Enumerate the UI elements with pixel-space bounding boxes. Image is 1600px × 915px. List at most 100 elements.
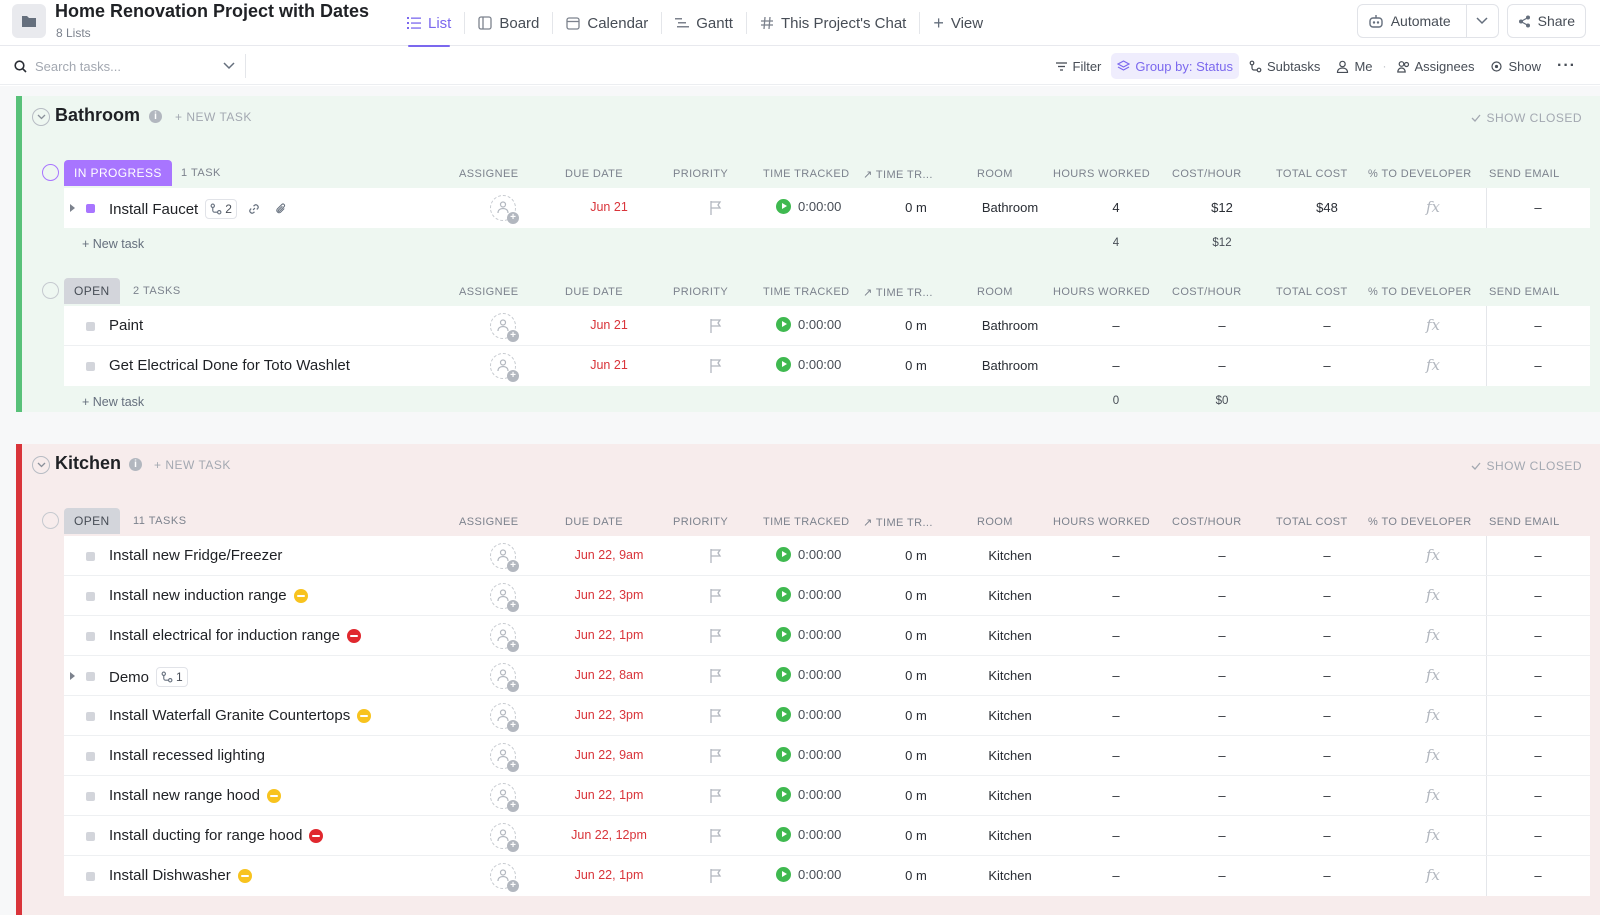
play-icon[interactable] xyxy=(776,199,791,214)
task-row[interactable]: Get Electrical Done for Toto Washlet + J… xyxy=(64,346,1590,386)
task-name-text[interactable]: Install Faucet xyxy=(109,200,199,218)
task-row[interactable]: Paint + Jun 21 0:00:00 0 m Bathroom – – … xyxy=(64,306,1590,346)
assignee-avatar[interactable]: + xyxy=(490,353,519,382)
send-email-value[interactable]: – xyxy=(1534,318,1542,333)
me-button[interactable]: Me xyxy=(1330,53,1378,79)
play-icon[interactable] xyxy=(776,317,791,332)
play-icon[interactable] xyxy=(776,667,791,682)
collapse-group-icon[interactable] xyxy=(42,164,59,181)
col-hours-worked[interactable]: HOURS WORKED xyxy=(1053,516,1151,528)
hours-value[interactable]: – xyxy=(1112,828,1120,843)
send-email-value[interactable]: – xyxy=(1534,748,1542,763)
cost-hour-value[interactable]: – xyxy=(1218,668,1226,683)
col-due-date[interactable]: DUE DATE xyxy=(565,168,624,180)
status-square[interactable] xyxy=(86,632,95,641)
col-time-tr[interactable]: ↗ TIME TR... xyxy=(863,286,933,299)
room-value[interactable]: Bathroom xyxy=(981,200,1039,215)
col-total-cost[interactable]: TOTAL COST xyxy=(1276,516,1348,528)
time-tr-value[interactable]: 0 m xyxy=(905,668,927,683)
room-value[interactable]: Kitchen xyxy=(988,628,1032,643)
waiting-status-icon[interactable] xyxy=(266,788,281,803)
room-value[interactable]: Bathroom xyxy=(981,318,1039,333)
task-name[interactable]: Install Dishwasher xyxy=(109,867,252,884)
room-value[interactable]: Kitchen xyxy=(988,708,1032,723)
subtask-count[interactable]: 2 xyxy=(205,199,237,219)
hours-value[interactable]: – xyxy=(1112,748,1120,763)
play-icon[interactable] xyxy=(776,867,791,882)
new-task-button[interactable]: + NEW TASK xyxy=(175,110,252,124)
status-square[interactable] xyxy=(86,552,95,561)
hours-value[interactable]: – xyxy=(1112,358,1120,373)
task-name-text[interactable]: Install recessed lighting xyxy=(109,747,265,764)
new-task-button[interactable]: + NEW TASK xyxy=(154,458,231,472)
subtask-count[interactable]: 1 xyxy=(156,667,188,687)
col-cost-hour[interactable]: COST/HOUR xyxy=(1172,286,1242,298)
time-tr-value[interactable]: 0 m xyxy=(905,828,927,843)
flag-icon[interactable] xyxy=(709,748,723,764)
task-name-text[interactable]: Install new Fridge/Freezer xyxy=(109,547,283,564)
status-square[interactable] xyxy=(86,712,95,721)
link-icon[interactable] xyxy=(244,199,264,219)
due-date[interactable]: Jun 21 xyxy=(590,358,628,372)
task-row[interactable]: Demo 1 + Jun 22, 8am 0:00:00 0 m Kitchen… xyxy=(64,656,1590,696)
status-square[interactable] xyxy=(86,592,95,601)
automate-button[interactable]: Automate xyxy=(1356,4,1499,38)
status-square[interactable] xyxy=(86,672,95,681)
assignee-avatar[interactable]: + xyxy=(490,863,519,892)
hours-value[interactable]: – xyxy=(1112,708,1120,723)
col-send-email[interactable]: SEND EMAIL xyxy=(1489,516,1560,528)
status-square[interactable] xyxy=(86,322,95,331)
folder-icon[interactable] xyxy=(12,4,46,38)
cost-hour-value[interactable]: – xyxy=(1218,868,1226,883)
time-tracker[interactable]: 0:00:00 xyxy=(776,867,841,882)
col-time-tracked[interactable]: TIME TRACKED xyxy=(763,516,850,528)
col-assignee[interactable]: ASSIGNEE xyxy=(459,286,519,298)
task-name[interactable]: Install electrical for induction range xyxy=(109,627,361,644)
task-name-text[interactable]: Install Waterfall Granite Countertops xyxy=(109,707,351,724)
task-name-text[interactable]: Install electrical for induction range xyxy=(109,627,340,644)
waiting-status-icon[interactable] xyxy=(293,588,308,603)
expand-icon[interactable] xyxy=(70,672,75,680)
flag-icon[interactable] xyxy=(709,828,723,844)
tab-calendar[interactable]: Calendar xyxy=(553,0,661,46)
time-tracker[interactable]: 0:00:00 xyxy=(776,787,841,802)
assignee-avatar[interactable]: + xyxy=(490,623,519,652)
task-row[interactable]: Install recessed lighting + Jun 22, 9am … xyxy=(64,736,1590,776)
collapse-icon[interactable] xyxy=(32,108,50,126)
col-pct-developer[interactable]: % TO DEVELOPER xyxy=(1368,516,1472,528)
send-email-value[interactable]: – xyxy=(1534,588,1542,603)
send-email-value[interactable]: – xyxy=(1534,668,1542,683)
time-tr-value[interactable]: 0 m xyxy=(905,200,927,215)
col-time-tracked[interactable]: TIME TRACKED xyxy=(763,286,850,298)
filter-button[interactable]: Filter xyxy=(1049,53,1108,79)
group-by-button[interactable]: Group by: Status xyxy=(1111,53,1239,79)
status-badge[interactable]: OPEN xyxy=(64,508,120,534)
col-pct-developer[interactable]: % TO DEVELOPER xyxy=(1368,168,1472,180)
room-value[interactable]: Kitchen xyxy=(988,868,1032,883)
task-name[interactable]: Install recessed lighting xyxy=(109,747,265,764)
task-name-text[interactable]: Install new induction range xyxy=(109,587,287,604)
task-row[interactable]: Install Faucet 2 + Jun 21 xyxy=(64,188,1590,228)
send-email-value[interactable]: – xyxy=(1534,358,1542,373)
blocked-status-icon[interactable] xyxy=(346,628,361,643)
play-icon[interactable] xyxy=(776,627,791,642)
hours-value[interactable]: – xyxy=(1112,548,1120,563)
room-value[interactable]: Kitchen xyxy=(988,588,1032,603)
time-tr-value[interactable]: 0 m xyxy=(905,748,927,763)
task-name[interactable]: Install new induction range xyxy=(109,587,308,604)
task-row[interactable]: Install Waterfall Granite Countertops + … xyxy=(64,696,1590,736)
col-room[interactable]: ROOM xyxy=(977,516,1013,528)
task-row[interactable]: Install new range hood + Jun 22, 1pm 0:0… xyxy=(64,776,1590,816)
due-date[interactable]: Jun 21 xyxy=(590,318,628,332)
time-tr-value[interactable]: 0 m xyxy=(905,868,927,883)
assignee-avatar[interactable]: + xyxy=(490,543,519,572)
col-send-email[interactable]: SEND EMAIL xyxy=(1489,286,1560,298)
play-icon[interactable] xyxy=(776,827,791,842)
assignee-avatar[interactable]: + xyxy=(490,703,519,732)
hours-value[interactable]: – xyxy=(1112,668,1120,683)
task-row[interactable]: Install ducting for range hood + Jun 22,… xyxy=(64,816,1590,856)
task-name[interactable]: Install ducting for range hood xyxy=(109,827,324,844)
time-tracker[interactable]: 0:00:00 xyxy=(776,199,841,214)
task-name[interactable]: Demo 1 xyxy=(109,667,188,687)
col-total-cost[interactable]: TOTAL COST xyxy=(1276,168,1348,180)
